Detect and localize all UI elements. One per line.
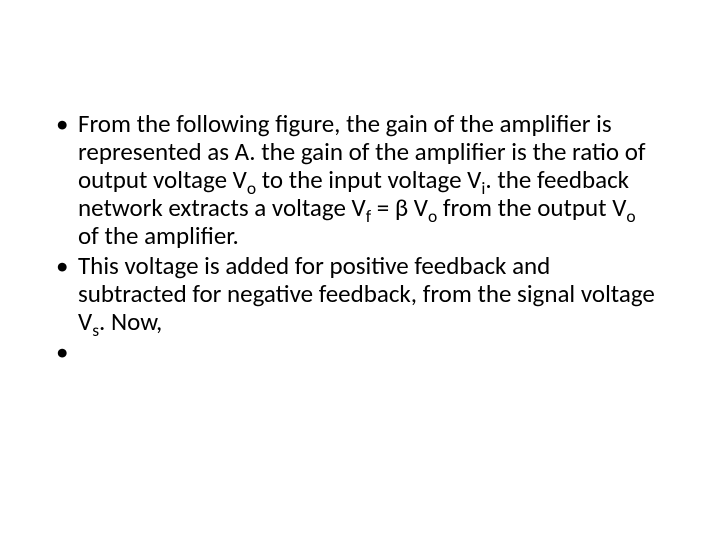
slide: From the following figure, the gain of t… <box>0 0 720 540</box>
body-text: from the output V <box>437 192 626 223</box>
bullet-item: This voltage is added for positive feedb… <box>50 252 660 336</box>
body-text: of the amplifier. <box>78 220 239 251</box>
bullet-item <box>50 338 660 366</box>
body-text: This voltage is added for positive feedb… <box>78 250 655 337</box>
subscript-text: o <box>626 205 635 227</box>
body-text: to the input voltage V <box>256 164 481 195</box>
body-text: = β V <box>371 192 428 223</box>
subscript-text: o <box>428 205 437 227</box>
bullet-item: From the following figure, the gain of t… <box>50 110 660 250</box>
bullet-list: From the following figure, the gain of t… <box>50 110 660 366</box>
body-text: . Now, <box>99 306 162 337</box>
